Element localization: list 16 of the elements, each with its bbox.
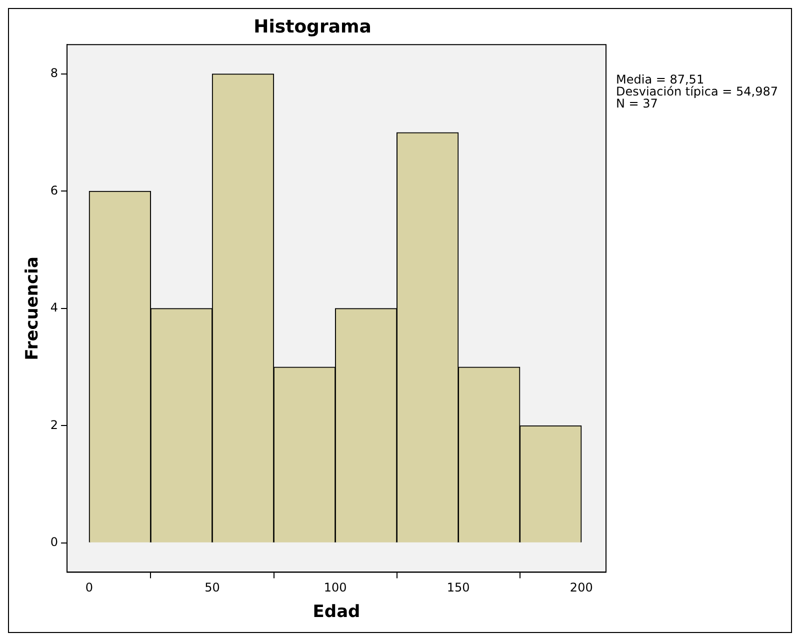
y-tick-label: 4 [50, 300, 58, 315]
y-tick-label: 6 [50, 183, 58, 198]
y-tick-label: 0 [50, 535, 58, 550]
x-axis-title: Edad [312, 602, 360, 622]
x-tick-label: 150 [446, 580, 470, 595]
x-tick-label: 0 [85, 580, 94, 595]
text: Media = 87,51 [616, 72, 704, 87]
x-tick-label: 100 [324, 580, 347, 595]
text: N = 37 [616, 96, 658, 111]
y-tick-label: 2 [50, 418, 58, 432]
text: Desviación típica = 54,987 [616, 84, 778, 99]
y-axis-title: Frecuencia [22, 256, 43, 360]
y-tick-label: 8 [50, 66, 58, 80]
x-tick-label: 200 [570, 580, 593, 595]
chart-title: Histograma [254, 16, 372, 38]
x-tick-label: 50 [204, 580, 220, 595]
